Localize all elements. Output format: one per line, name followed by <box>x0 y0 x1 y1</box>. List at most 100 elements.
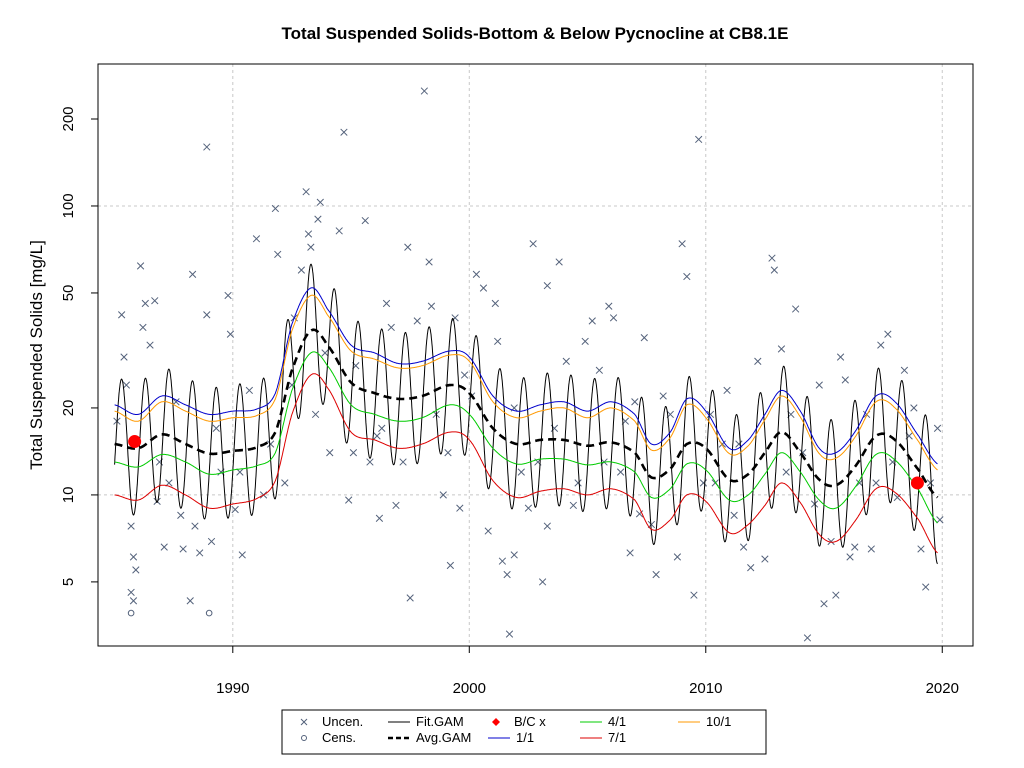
uncensored-point <box>271 204 280 213</box>
uncensored-point <box>238 551 246 559</box>
uncensored-point <box>387 323 395 332</box>
x-tick-label: 2020 <box>926 680 959 697</box>
uncensored-point <box>820 600 828 608</box>
uncensored-point <box>543 522 551 530</box>
uncensored-point <box>877 341 885 349</box>
uncensored-point <box>366 458 374 466</box>
uncensored-point <box>841 376 849 384</box>
uncensored-point <box>439 491 447 499</box>
uncensored-point <box>186 597 194 605</box>
legend-label: Avg.GAM <box>416 730 471 745</box>
uncensored-point <box>936 516 944 524</box>
uncensored-point <box>196 549 204 557</box>
uncensored-point <box>723 386 731 395</box>
uncensored-point <box>326 449 334 457</box>
uncensored-point <box>777 345 786 353</box>
uncensored-point <box>297 266 306 274</box>
uncensored-point <box>274 250 282 259</box>
y-tick-label: 20 <box>60 400 77 417</box>
legend-label: Fit.GAM <box>416 714 464 729</box>
legend-label: 7/1 <box>608 730 626 745</box>
uncensored-point <box>690 591 698 599</box>
uncensored-point <box>827 537 835 546</box>
legend-label-censored: Cens. <box>322 730 356 745</box>
uncensored-point <box>444 449 452 457</box>
uncensored-point <box>340 128 348 136</box>
uncensored-point <box>626 549 634 557</box>
uncensored-point <box>188 270 197 278</box>
axes: 1990 2000 2010 2020 5 10 20 50 100 200 <box>60 106 959 697</box>
uncensored-point <box>392 501 400 510</box>
uncensored-point <box>659 392 667 400</box>
uncensored-point <box>361 216 369 225</box>
uncensored-point <box>498 557 507 565</box>
uncensored-point <box>609 314 618 322</box>
uncensored-point <box>212 424 220 432</box>
uncensored-point <box>893 493 901 502</box>
uncensored-point <box>846 553 854 561</box>
uncensored-point <box>146 341 154 349</box>
uncensored-point <box>699 479 708 487</box>
uncensored-point <box>399 458 407 466</box>
legend-box <box>281 709 767 755</box>
uncensored-point <box>768 254 776 262</box>
y-tick-label: 5 <box>60 578 77 586</box>
censored-point <box>127 609 135 617</box>
uncensored-point <box>191 522 199 530</box>
uncensored-point <box>505 630 514 638</box>
uncensored-point <box>926 479 935 487</box>
uncensored-point <box>815 381 823 389</box>
y-tick-label: 10 <box>60 487 77 504</box>
uncensored-point <box>810 500 819 508</box>
series-7-1-line <box>114 373 938 554</box>
uncensored-point <box>739 543 748 551</box>
uncensored-point <box>479 284 488 292</box>
uncensored-point <box>136 262 145 270</box>
legend-symbol-censored <box>301 735 307 741</box>
uncensored-point <box>588 317 596 325</box>
uncensored-point <box>695 135 703 144</box>
grid <box>98 64 973 646</box>
uncensored-point <box>706 410 715 419</box>
uncensored-point <box>569 501 577 510</box>
uncensored-point <box>141 299 149 308</box>
uncensored-point <box>456 504 464 512</box>
legend-label-uncensored: Uncen. <box>322 714 363 729</box>
uncensored-point <box>803 634 812 642</box>
x-tick-label: 1990 <box>216 680 249 697</box>
uncensored-point <box>581 337 589 346</box>
legend-label: 4/1 <box>608 714 626 729</box>
uncensored-point <box>373 432 381 440</box>
series-1-1-line <box>114 287 938 465</box>
bc-marker <box>910 476 924 490</box>
uncensored-point <box>782 468 790 476</box>
uncensored-point <box>314 215 322 223</box>
chart-title: Total Suspended Solids-Bottom & Below Py… <box>282 24 789 43</box>
uncensored-point <box>203 143 211 151</box>
uncensored-point <box>172 398 180 406</box>
uncensored-point <box>555 258 563 266</box>
uncensored-point <box>177 511 185 519</box>
uncensored-point <box>129 597 138 605</box>
x-tick-label: 2000 <box>453 680 486 697</box>
uncensored-point <box>427 302 436 310</box>
fit-gam-line <box>114 263 938 565</box>
uncensored-point <box>574 479 582 487</box>
uncensored-point <box>245 386 254 395</box>
uncensored-point <box>761 555 769 563</box>
uncensored-point <box>378 424 386 432</box>
y-axis-label: Total Suspended Solids [mg/L] <box>27 240 46 470</box>
uncensored-point <box>413 317 421 325</box>
uncensored-point <box>484 527 492 535</box>
uncensored-point <box>139 323 147 332</box>
observations <box>113 87 944 642</box>
uncensored-point <box>406 594 414 602</box>
uncensored-point <box>510 551 518 559</box>
uncensored-point <box>302 188 310 196</box>
uncensored-point <box>132 566 140 574</box>
uncensored-point <box>345 496 353 504</box>
uncensored-point <box>231 505 239 514</box>
uncensored-point <box>179 545 187 553</box>
uncensored-point <box>673 553 682 561</box>
uncensored-point <box>117 311 126 319</box>
